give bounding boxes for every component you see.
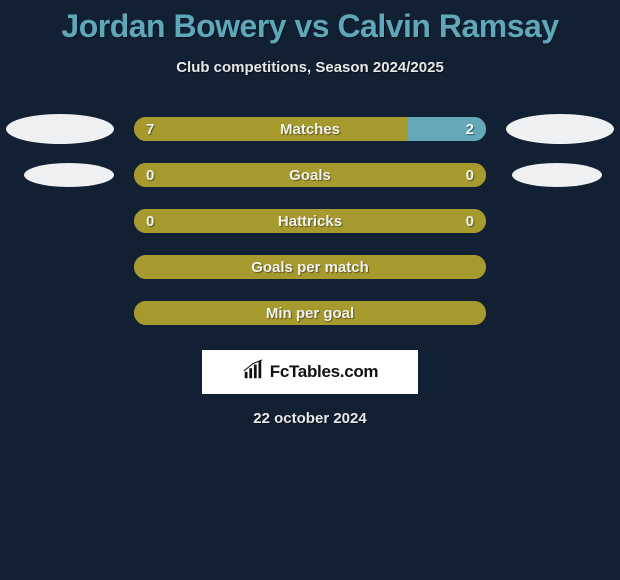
stat-bar: Min per goal (134, 301, 486, 325)
player-right-ellipse (506, 114, 614, 144)
logo-text: FcTables.com (270, 362, 379, 382)
logo-box: FcTables.com (202, 350, 418, 394)
stat-bar: 72Matches (134, 117, 486, 141)
player-right-ellipse (512, 163, 602, 187)
stat-rows: 72Matches 00Goals 00Hattricks Goals per mat… (0, 106, 620, 336)
stat-row: Goals per match (0, 244, 620, 290)
chart-icon (242, 359, 264, 386)
bar-left-fill (134, 255, 486, 279)
stat-row: Min per goal (0, 290, 620, 336)
bar-left-fill (134, 163, 486, 187)
player-left-ellipse (6, 114, 114, 144)
date-text: 22 october 2024 (0, 410, 620, 427)
stat-row: 00Hattricks (0, 198, 620, 244)
bar-left-fill (134, 301, 486, 325)
bar-left-fill (134, 209, 486, 233)
subtitle: Club competitions, Season 2024/2025 (0, 59, 620, 76)
stat-row: 00Goals (0, 152, 620, 198)
stat-bar: Goals per match (134, 255, 486, 279)
bar-right-fill (408, 117, 486, 141)
player-left-ellipse (24, 163, 114, 187)
stat-row: 72Matches (0, 106, 620, 152)
page-title: Jordan Bowery vs Calvin Ramsay (0, 0, 620, 45)
stat-bar: 00Goals (134, 163, 486, 187)
stat-bar: 00Hattricks (134, 209, 486, 233)
bar-left-fill (134, 117, 408, 141)
